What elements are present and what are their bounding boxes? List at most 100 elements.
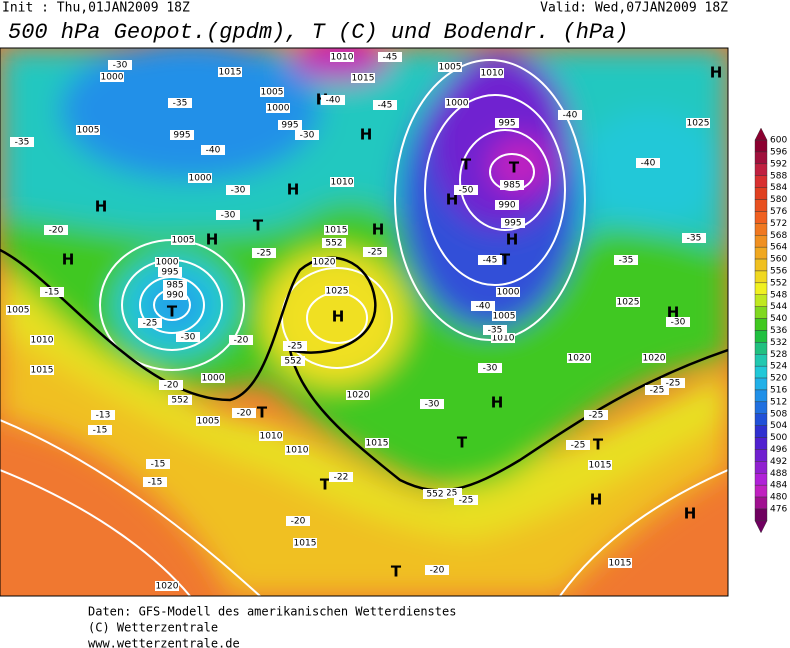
pressure-center: T <box>500 251 511 269</box>
colorbar-tip <box>754 127 768 141</box>
colorbar-label: 536 <box>770 326 787 336</box>
label-box <box>226 185 250 195</box>
contour-label: -45 <box>378 101 393 111</box>
label-box <box>423 489 447 499</box>
contour-label: 1015 <box>589 461 612 471</box>
contour-label: 1010 <box>31 336 54 346</box>
contour-label: 552 <box>325 239 342 249</box>
contour-label: -35 <box>687 234 702 244</box>
label-box <box>661 378 685 388</box>
label-box <box>483 325 507 335</box>
label-box <box>30 365 54 375</box>
contour-label: -30 <box>483 364 498 374</box>
colorbar-label: 492 <box>770 457 787 467</box>
colorbar-cell <box>754 211 768 224</box>
label-box <box>496 287 520 297</box>
colorbar-cell <box>754 401 768 414</box>
contour-label: 1000 <box>446 99 469 109</box>
contour-label: -35 <box>488 326 503 336</box>
colorbar-label: 512 <box>770 397 787 407</box>
label-box <box>252 248 276 258</box>
label-box <box>159 380 183 390</box>
contour-label: -15 <box>148 478 163 488</box>
contour-label: -20 <box>49 226 64 236</box>
contour-label: -25 <box>650 386 665 396</box>
contour-label: -20 <box>164 381 179 391</box>
contour-label: -45 <box>383 53 398 63</box>
contour-label: 1010 <box>331 178 354 188</box>
pressure-center: H <box>360 126 373 144</box>
label-box <box>218 67 242 77</box>
contour-label: -40 <box>326 96 341 106</box>
colorbar-cell <box>754 151 768 165</box>
label-box <box>76 125 100 135</box>
colorbar-label: 596 <box>770 147 787 157</box>
colorbar-cell <box>754 365 768 379</box>
label-box <box>642 353 666 363</box>
colorbar-label: 476 <box>770 504 787 514</box>
colorbar-cell <box>754 449 768 462</box>
colorbar-cell <box>754 223 768 236</box>
colorbar-cell <box>754 342 768 355</box>
label-box <box>567 353 591 363</box>
label-box <box>88 425 112 435</box>
contour-label: 985 <box>503 181 520 191</box>
contour-label: 1020 <box>643 354 666 364</box>
contour-label: -30 <box>221 211 236 221</box>
contour-label: 995 <box>281 121 298 131</box>
contour-label: 995 <box>173 131 190 141</box>
colorbar-label: 600 <box>770 136 787 146</box>
contour-label: 1000 <box>497 288 520 298</box>
label-box <box>478 255 502 265</box>
colorbar-cell <box>754 389 768 403</box>
pressure-center: T <box>253 217 264 235</box>
colorbar-label: 544 <box>770 302 787 312</box>
label-box <box>614 255 638 265</box>
label-box <box>232 408 256 418</box>
colorbar-label: 572 <box>770 219 787 229</box>
label-box <box>278 120 302 130</box>
contour-label: 1005 <box>172 236 195 246</box>
contour-label: -35 <box>15 138 30 148</box>
contour-label: 552 <box>426 490 443 500</box>
label-box <box>260 87 284 97</box>
pressure-center: T <box>167 303 178 321</box>
contour-label: 995 <box>161 268 178 278</box>
colorbar-label: 592 <box>770 159 787 169</box>
contour-label: 1025 <box>687 119 710 129</box>
contour-label: -25 <box>368 248 383 258</box>
pressure-center: H <box>491 394 504 412</box>
colorbar-label: 576 <box>770 207 787 217</box>
label-box <box>312 257 336 267</box>
contour-label: -30 <box>425 400 440 410</box>
pressure-center: H <box>206 231 219 249</box>
contour-label: -35 <box>173 99 188 109</box>
label-box <box>438 62 462 72</box>
colorbar-label: 516 <box>770 385 787 395</box>
label-box <box>373 100 397 110</box>
label-box <box>168 395 192 405</box>
label-box <box>495 200 519 210</box>
colorbar-label: 528 <box>770 350 787 360</box>
colorbar-label: 488 <box>770 469 787 479</box>
pressure-center: T <box>257 404 268 422</box>
label-box <box>163 280 187 290</box>
contour-label: -40 <box>206 146 221 156</box>
footer-line: (C) Wetterzentrale <box>88 621 218 635</box>
pressure-center: T <box>509 159 520 177</box>
map-title: 500 hPa Geopot.(gpdm), T (C) und Bodendr… <box>8 20 629 45</box>
contour-label: 1000 <box>267 104 290 114</box>
contour-label: 1015 <box>366 439 389 449</box>
contour-label: 1015 <box>609 559 632 569</box>
contour-label: 1015 <box>31 366 54 376</box>
label-box <box>330 52 354 62</box>
label-box <box>425 565 449 575</box>
label-box <box>480 68 504 78</box>
contour-label: -25 <box>143 319 158 329</box>
label-box <box>321 95 345 105</box>
label-box <box>324 225 348 235</box>
contour-label: 1025 <box>617 298 640 308</box>
pressure-center: H <box>684 505 697 523</box>
label-box <box>492 311 516 321</box>
contour-label: 1015 <box>219 68 242 78</box>
